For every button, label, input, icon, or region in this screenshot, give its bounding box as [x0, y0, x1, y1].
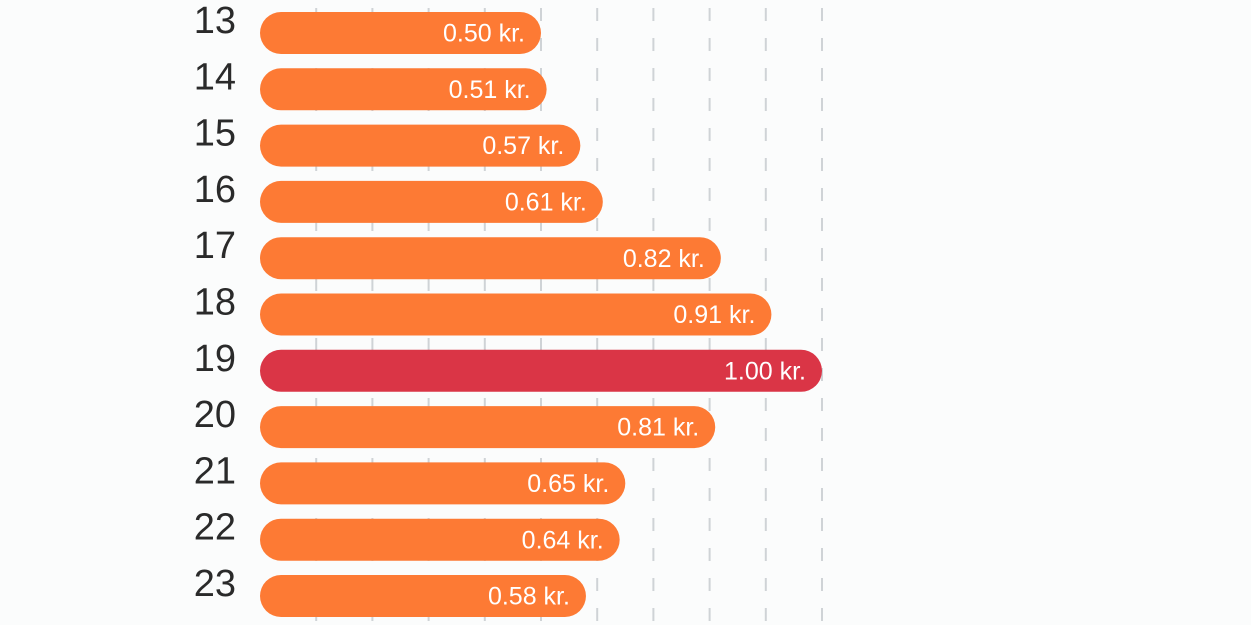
- hour-label: 22: [194, 507, 236, 549]
- price-value-label: 0.61 kr.: [505, 189, 587, 217]
- price-value-label: 0.65 kr.: [527, 470, 609, 498]
- price-value-label: 0.57 kr.: [482, 132, 564, 160]
- hour-label: 18: [194, 282, 236, 324]
- hour-label: 16: [194, 169, 236, 211]
- hour-label: 23: [194, 563, 236, 605]
- price-bar: [260, 518, 620, 561]
- hour-label: 14: [194, 56, 236, 98]
- hour-label: 13: [194, 0, 236, 42]
- price-value-label: 0.51 kr.: [449, 76, 531, 104]
- hour-label: 17: [194, 225, 236, 267]
- price-bar-highlighted: [260, 349, 822, 392]
- price-value-label: 0.58 kr.: [488, 583, 570, 611]
- price-bar: [260, 124, 581, 167]
- hour-label: 20: [194, 394, 236, 436]
- price-value-label: 0.50 kr.: [443, 20, 525, 48]
- price-bar: [260, 462, 626, 505]
- bars: 13 0.50 kr. 14 0.51 kr. 15 0.57 kr. 16 0.61 kr.…: [194, 0, 822, 617]
- price-bar: [260, 237, 721, 280]
- price-value-label: 0.82 kr.: [623, 245, 705, 273]
- hour-label: 19: [194, 338, 236, 380]
- price-value-label: 0.64 kr.: [522, 526, 604, 554]
- price-value-label: 0.91 kr.: [673, 301, 755, 329]
- price-bar: [260, 575, 586, 617]
- price-bar: [260, 12, 541, 54]
- hour-label: 21: [194, 450, 236, 492]
- price-value-label: 0.81 kr.: [617, 414, 699, 442]
- price-value-label: 1.00 kr.: [724, 357, 806, 385]
- hour-label: 15: [194, 113, 236, 155]
- price-bar: [260, 406, 716, 449]
- price-bar: [260, 68, 547, 111]
- price-bar: [260, 293, 772, 336]
- price-bar: [260, 180, 603, 223]
